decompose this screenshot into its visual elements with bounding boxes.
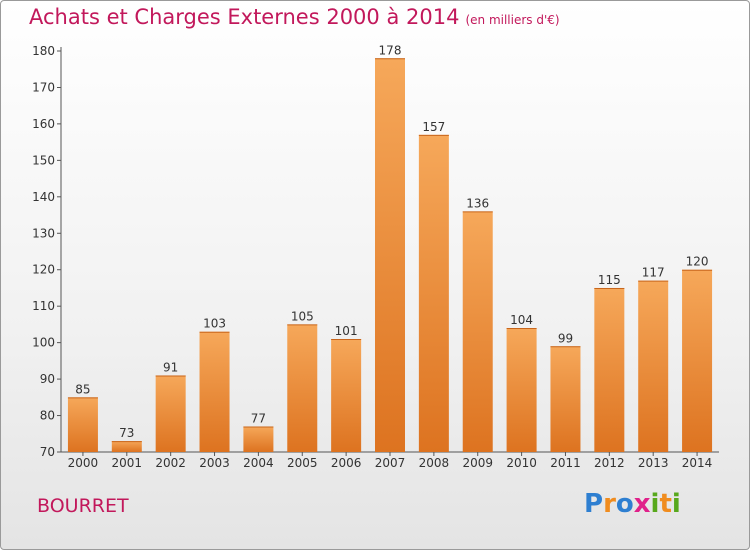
- x-tick-label: 2002: [155, 456, 186, 470]
- data-label: 91: [163, 360, 178, 374]
- bar: [199, 331, 230, 452]
- y-tick-label: 70: [40, 445, 55, 459]
- y-tick-label: 170: [32, 80, 55, 94]
- data-labels: 85 73 91 103 77 105 101 178 157 136 104 99 115 117 120: [75, 43, 708, 440]
- data-label: 77: [251, 411, 266, 425]
- logo-letter: P: [584, 489, 604, 519]
- x-tick-label: 2000: [68, 456, 99, 470]
- bar: [682, 269, 713, 452]
- bar: [111, 441, 142, 452]
- data-label: 136: [466, 196, 489, 210]
- x-tick-label: 2010: [506, 456, 537, 470]
- y-tick-label: 120: [32, 263, 55, 277]
- data-label: 178: [379, 43, 402, 57]
- data-label: 120: [686, 255, 709, 269]
- bar: [638, 280, 669, 452]
- y-tick-label: 110: [32, 299, 55, 313]
- data-label: 105: [291, 309, 314, 323]
- proxiti-logo: Proxiti: [584, 489, 681, 519]
- bar: [594, 287, 625, 452]
- bar: [287, 324, 318, 452]
- data-label: 115: [598, 273, 621, 287]
- data-label: 157: [422, 120, 445, 134]
- location-label: BOURRET: [37, 495, 129, 517]
- data-label: 104: [510, 313, 533, 327]
- bar: [155, 375, 186, 452]
- x-tick-label: 2013: [638, 456, 669, 470]
- logo-letter: x: [633, 489, 651, 519]
- title-unit: (en milliers d'€): [465, 13, 560, 27]
- y-tick-label: 140: [32, 190, 55, 204]
- x-tick-label: 2001: [112, 456, 143, 470]
- bar: [550, 346, 581, 452]
- data-label: 117: [642, 266, 665, 280]
- x-tick-label: 2006: [331, 456, 362, 470]
- x-tick-label: 2009: [462, 456, 493, 470]
- x-tick-label: 2008: [419, 456, 450, 470]
- y-tick-label: 180: [32, 44, 55, 58]
- data-label: 99: [558, 331, 573, 345]
- y-tick-label: 80: [40, 409, 55, 423]
- x-tick-label: 2004: [243, 456, 274, 470]
- x-tick-label: 2014: [682, 456, 713, 470]
- x-tick-label: 2011: [550, 456, 581, 470]
- x-tick-label: 2007: [375, 456, 406, 470]
- data-label: 101: [335, 324, 358, 338]
- axes: 70 80 90 100 110 120 130 140 150 160 170 180 2000 200…: [32, 44, 719, 470]
- bar: [243, 426, 274, 452]
- data-label: 103: [203, 317, 226, 331]
- data-label: 73: [119, 426, 134, 440]
- bar: [67, 397, 98, 452]
- x-tick-label: 2012: [594, 456, 625, 470]
- bars: [67, 58, 713, 453]
- y-tick-label: 100: [32, 336, 55, 350]
- x-tick-label: 2005: [287, 456, 318, 470]
- x-tick-label: 2003: [199, 456, 230, 470]
- bar: [331, 338, 362, 452]
- bar: [375, 58, 405, 453]
- logo-letter: r: [603, 489, 616, 519]
- data-label: 85: [75, 382, 90, 396]
- logo-letter: i: [650, 489, 660, 519]
- chart-title: Achats et Charges Externes 2000 à 2014 (e…: [29, 5, 560, 29]
- logo-letter: o: [615, 489, 634, 519]
- bar: [462, 211, 493, 452]
- logo-letter: t: [659, 489, 672, 519]
- y-tick-label: 90: [40, 372, 55, 386]
- y-tick-label: 160: [32, 117, 55, 131]
- logo-letter: i: [671, 489, 681, 519]
- title-text: Achats et Charges Externes 2000 à 2014: [29, 5, 460, 29]
- bar: [418, 134, 449, 452]
- y-tick-label: 150: [32, 153, 55, 167]
- bar: [506, 328, 537, 452]
- y-tick-label: 130: [32, 226, 55, 240]
